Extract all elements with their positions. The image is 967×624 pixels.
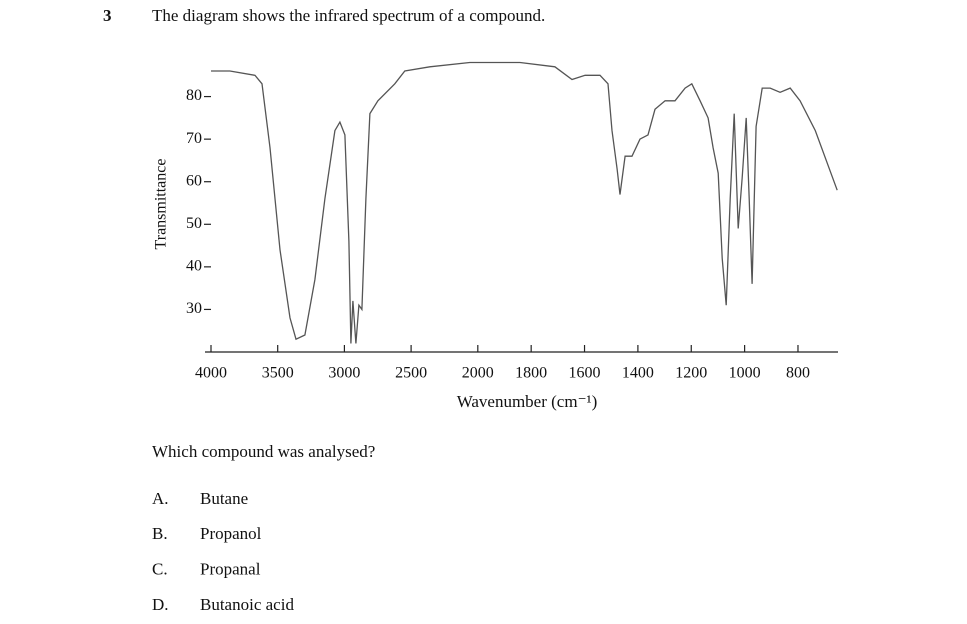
y-tick-label: 70 [186,130,202,147]
question-number: 3 [103,6,112,25]
y-tick-label: 60 [186,172,202,189]
x-tick-label: 1000 [729,365,761,382]
option-letter: A. [152,489,169,508]
option-text: Butane [200,489,248,508]
x-tick-label: 2000 [462,365,494,382]
x-tick-label: 3000 [328,365,360,382]
option-letter: D. [152,595,169,614]
y-tick-label: 50 [186,215,202,232]
x-tick-label: 1800 [515,365,547,382]
prompt: Which compound was analysed? [152,442,375,461]
x-tick-label: 800 [786,365,810,382]
y-axis-label: Transmittance [153,159,170,250]
x-axis-label: Wavenumber (cm⁻¹) [457,392,598,411]
option-text: Butanoic acid [200,595,294,614]
option-text: Propanol [200,524,262,543]
option-text: Propanal [200,560,261,579]
x-tick-label: 3500 [262,365,294,382]
x-tick-label: 2500 [395,365,427,382]
y-tick-label: 40 [186,258,202,275]
option-letter: C. [152,560,168,579]
y-tick-label: 30 [186,300,202,317]
x-tick-label: 1200 [675,365,707,382]
spectrum-line [211,61,838,344]
x-tick-label: 1400 [622,365,654,382]
question-text: The diagram shows the infrared spectrum … [152,6,545,25]
option-letter: B. [152,524,168,543]
x-tick-label: 4000 [195,365,227,382]
x-tick-label: 1600 [569,365,601,382]
y-tick-label: 80 [186,87,202,104]
